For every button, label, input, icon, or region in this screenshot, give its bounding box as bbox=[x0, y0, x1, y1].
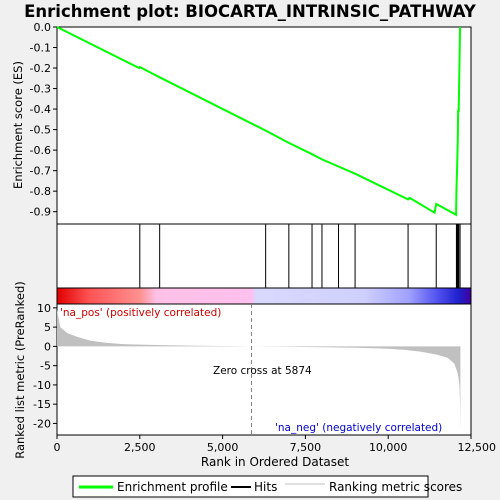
metric-y-tick-label: -10 bbox=[33, 379, 51, 392]
x-axis-label: Rank in Ordered Dataset bbox=[201, 455, 349, 469]
es-y-tick-label: -0.2 bbox=[30, 62, 51, 75]
es-y-tick-label: -0.9 bbox=[30, 206, 51, 219]
metric-y-tick-label: -15 bbox=[33, 398, 51, 411]
es-y-tick-label: 0.0 bbox=[34, 21, 52, 34]
metric-y-tick-label: -5 bbox=[40, 360, 51, 373]
metric-y-tick-label: 10 bbox=[37, 302, 51, 315]
zero-cross-label: Zero cross at 5874 bbox=[213, 365, 312, 377]
es-y-tick-label: -0.6 bbox=[30, 144, 51, 157]
metric-y-tick-label: 0 bbox=[44, 340, 51, 353]
metric-ylabel: Ranked list metric (PreRanked) bbox=[13, 281, 27, 459]
metric-y-tick-label: 5 bbox=[44, 321, 51, 334]
legend-hits-label: Hits bbox=[254, 480, 277, 494]
metric-panel bbox=[56, 303, 472, 436]
x-tick-label: 2,500 bbox=[124, 441, 156, 454]
x-tick-label: 12,500 bbox=[458, 441, 497, 454]
legend-metric-label: Ranking metric scores bbox=[329, 480, 462, 494]
enrichment-profile-line bbox=[56, 26, 462, 217]
x-tick-label: 0 bbox=[54, 441, 61, 454]
es-y-tick-label: -0.8 bbox=[30, 185, 51, 198]
legend-profile-label: Enrichment profile bbox=[117, 480, 228, 494]
es-panel bbox=[56, 26, 472, 225]
x-tick-label: 7,500 bbox=[290, 441, 322, 454]
es-y-tick-label: -0.3 bbox=[30, 83, 51, 96]
es-y-tick-label: -0.4 bbox=[30, 103, 51, 116]
pos-label: 'na_pos' (positively correlated) bbox=[60, 307, 221, 319]
es-ylabel: Enrichment score (ES) bbox=[11, 61, 25, 189]
chart-title: Enrichment plot: BIOCARTA_INTRINSIC_PATH… bbox=[24, 2, 477, 21]
es-y-tick-label: -0.7 bbox=[30, 165, 51, 178]
metric-y-tick-label: -20 bbox=[33, 417, 51, 430]
es-y-tick-label: -0.1 bbox=[30, 42, 51, 55]
es-y-tick-label: -0.5 bbox=[30, 124, 51, 137]
x-tick-label: 5,000 bbox=[207, 441, 239, 454]
x-tick-label: 10,000 bbox=[369, 441, 408, 454]
ranking-color-bar bbox=[56, 287, 472, 305]
neg-label: 'na_neg' (negatively correlated) bbox=[275, 422, 442, 434]
hits-panel bbox=[56, 223, 472, 289]
